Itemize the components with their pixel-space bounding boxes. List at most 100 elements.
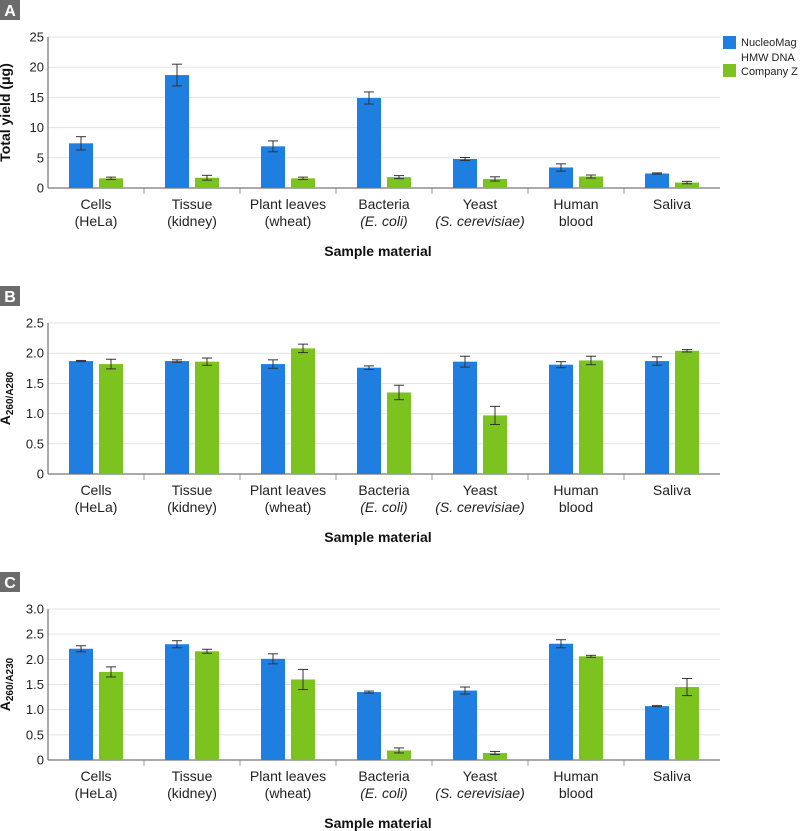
y-tick-label: 1.5 — [26, 677, 44, 692]
x-category-label-line2: (HeLa) — [75, 499, 118, 515]
legend-swatch-companyz — [723, 64, 736, 77]
y-tick-label: 0 — [37, 467, 44, 482]
bar-nucleomag — [261, 146, 285, 188]
x-category-label: Saliva — [653, 196, 691, 212]
bar-companyz — [483, 415, 507, 474]
bar-companyz — [387, 177, 411, 188]
x-category-label-line2: (HeLa) — [75, 785, 118, 801]
bar-companyz — [483, 178, 507, 188]
bar-companyz — [195, 361, 219, 474]
x-category-label: Human — [553, 768, 598, 784]
x-category-label-line2: (wheat) — [265, 499, 312, 515]
x-category-label: Cells — [80, 196, 111, 212]
panel-badge-label-a: A — [4, 3, 16, 20]
x-category-label-line2: (HeLa) — [75, 213, 118, 229]
bar-nucleomag — [645, 706, 669, 760]
x-category-label-line2: (E. coli) — [360, 499, 407, 515]
y-tick-label: 1.0 — [26, 702, 44, 717]
x-category-label: Tissue — [172, 196, 213, 212]
y-tick-label: 0.5 — [26, 727, 44, 742]
y-tick-label: 10 — [30, 120, 44, 135]
bar-nucleomag — [549, 643, 573, 760]
x-category-label: Tissue — [172, 768, 213, 784]
x-category-label: Tissue — [172, 482, 213, 498]
panel-badge-label-b: B — [4, 289, 16, 306]
x-category-label: Plant leaves — [250, 768, 326, 784]
bar-companyz — [291, 679, 315, 760]
chart-panel-a: A 0 5 10 15 20 25 Cells(HeLa) Tissue(kidney) Plan… — [0, 0, 720, 259]
bar-nucleomag — [69, 648, 93, 760]
y-tick-label: 1.0 — [26, 406, 44, 421]
bar-companyz — [579, 360, 603, 474]
bar-companyz — [675, 182, 699, 188]
chart-panel-c: C 0 0.5 1.0 1.5 2.0 2.5 3.0 Cells(HeLa) Tissue(ki… — [0, 572, 720, 831]
x-category-label: Bacteria — [358, 196, 410, 212]
y-tick-label: 2.5 — [26, 627, 44, 642]
bar-nucleomag — [69, 143, 93, 188]
bar-nucleomag — [165, 644, 189, 760]
x-axis-title: Sample material — [324, 529, 431, 545]
bar-nucleomag — [165, 75, 189, 188]
bar-nucleomag — [165, 361, 189, 474]
panel-badge-b — [0, 286, 20, 306]
x-category-label-line2: (S. cerevisiae) — [435, 213, 524, 229]
y-tick-label: 1.5 — [26, 376, 44, 391]
legend-label-nucleomag-line1: NucleoMag — [741, 37, 797, 49]
chart-panel-b: B 0 0.5 1.0 1.5 2.0 2.5 Cells(HeLa) Tissue(kidne… — [0, 286, 720, 545]
y-tick-label: 2.5 — [26, 316, 44, 331]
bar-nucleomag — [69, 361, 93, 474]
bar-nucleomag — [453, 159, 477, 188]
bar-companyz — [579, 656, 603, 760]
x-category-label: Plant leaves — [250, 482, 326, 498]
x-category-label: Saliva — [653, 482, 691, 498]
x-category-label-line2: (kidney) — [167, 785, 217, 801]
x-category-label: Saliva — [653, 768, 691, 784]
y-axis-title: Total yield (μg) — [0, 63, 13, 162]
legend-swatch-nucleomag — [723, 36, 736, 49]
x-category-label-line2: (wheat) — [265, 785, 312, 801]
y-tick-label: 20 — [30, 60, 44, 75]
panel-badge-c — [0, 572, 20, 592]
bar-companyz — [675, 350, 699, 474]
y-axis-title: A260/A280 — [0, 371, 16, 425]
bar-nucleomag — [453, 690, 477, 760]
bar-nucleomag — [453, 361, 477, 474]
x-category-label: Bacteria — [358, 768, 410, 784]
bar-nucleomag — [645, 173, 669, 188]
panel-badge-label-c: C — [4, 575, 16, 592]
panel-badge-a — [0, 0, 20, 20]
y-tick-label: 25 — [30, 30, 44, 45]
bar-nucleomag — [549, 364, 573, 474]
y-tick-label: 3.0 — [26, 602, 44, 617]
x-category-label-line2: (S. cerevisiae) — [435, 499, 524, 515]
y-tick-label: 2.0 — [26, 652, 44, 667]
y-tick-label: 0 — [37, 753, 44, 768]
x-axis-title: Sample material — [324, 815, 431, 831]
y-tick-label: 0.5 — [26, 436, 44, 451]
y-tick-label: 5 — [37, 150, 44, 165]
bar-companyz — [291, 178, 315, 188]
x-category-label-line2: (E. coli) — [360, 785, 407, 801]
y-tick-label: 0 — [37, 181, 44, 196]
x-category-label-line2: blood — [559, 499, 593, 515]
bar-nucleomag — [357, 367, 381, 474]
bar-companyz — [99, 671, 123, 760]
bar-companyz — [387, 392, 411, 474]
legend: NucleoMag HMW DNA Company Z — [723, 36, 798, 78]
bar-companyz — [291, 348, 315, 474]
x-axis-title: Sample material — [324, 243, 431, 259]
bar-nucleomag — [357, 98, 381, 188]
x-category-label: Bacteria — [358, 482, 410, 498]
bar-nucleomag — [261, 658, 285, 760]
bar-companyz — [195, 177, 219, 188]
x-category-label: Cells — [80, 768, 111, 784]
x-category-label-line2: blood — [559, 213, 593, 229]
bar-companyz — [579, 176, 603, 188]
x-category-label-line2: (wheat) — [265, 213, 312, 229]
x-category-label: Plant leaves — [250, 196, 326, 212]
y-axis-title: A260/A230 — [0, 657, 16, 711]
x-category-label: Yeast — [463, 196, 498, 212]
bar-nucleomag — [261, 364, 285, 474]
legend-label-companyz: Company Z — [741, 66, 798, 78]
